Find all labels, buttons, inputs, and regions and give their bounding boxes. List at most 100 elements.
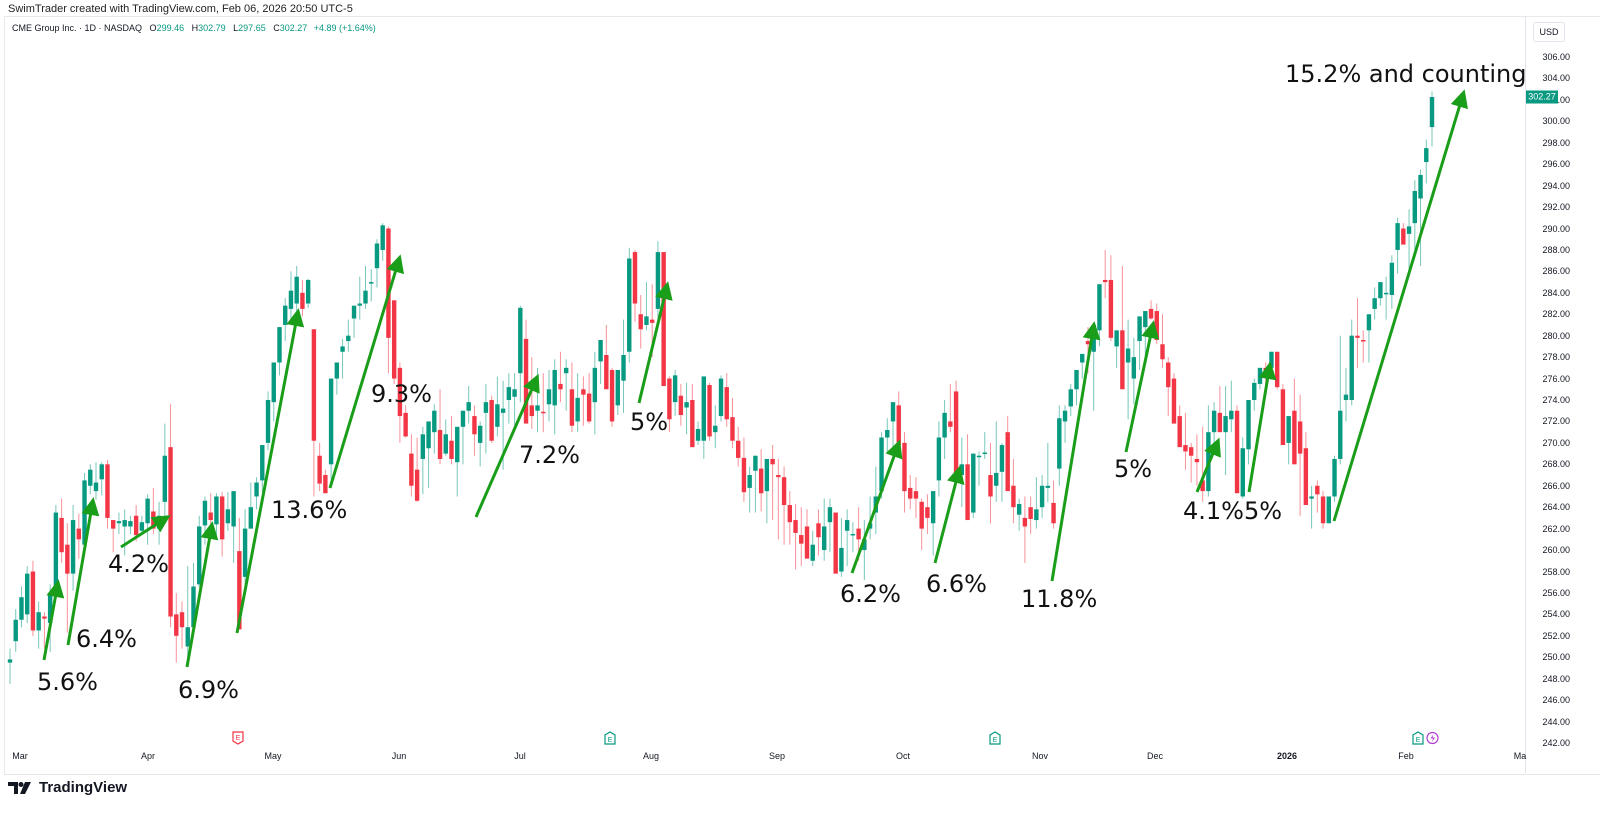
candle: [294, 266, 299, 320]
candle: [839, 517, 844, 577]
candle: [13, 609, 18, 652]
candle: [1343, 367, 1349, 422]
candle: [432, 404, 437, 454]
candle: [1406, 209, 1412, 272]
gain-annotation: 13.6%: [271, 496, 348, 524]
candlestick-plot[interactable]: [0, 0, 1525, 773]
candle: [701, 376, 706, 459]
candle: [254, 477, 259, 510]
candle: [489, 395, 494, 443]
earnings-icon[interactable]: E: [232, 731, 244, 745]
candle: [770, 445, 775, 521]
time-tick: Apr: [140, 751, 156, 761]
candle: [1303, 432, 1309, 506]
candle: [1068, 383, 1073, 417]
candle: [930, 491, 936, 556]
candle: [1383, 276, 1389, 320]
time-tick: Sep: [768, 751, 786, 761]
change-value: +4.89 (+1.64%): [313, 23, 376, 33]
candle: [902, 432, 907, 513]
candle: [678, 383, 684, 426]
candle: [638, 294, 643, 349]
candle: [1355, 298, 1360, 368]
gain-annotation: 6.2%: [840, 580, 901, 608]
candle: [346, 319, 351, 352]
candle: [271, 362, 276, 422]
candle: [816, 509, 821, 556]
candle: [1097, 284, 1102, 347]
price-tick: 244.00: [1542, 716, 1570, 727]
candle: [627, 247, 632, 363]
tradingview-logo[interactable]: TradingView: [8, 779, 127, 796]
candle: [300, 279, 305, 317]
candle: [581, 376, 586, 426]
price-tick: 246.00: [1542, 695, 1570, 706]
candle: [1160, 314, 1165, 368]
candle: [862, 520, 867, 581]
candle: [632, 249, 638, 322]
candle: [466, 386, 471, 424]
candle: [1022, 496, 1028, 563]
candle: [609, 367, 615, 427]
candle: [1154, 303, 1159, 345]
price-tick: 278.00: [1542, 352, 1570, 363]
gain-annotation: 15.2% and counting: [1285, 60, 1527, 88]
candle: [1366, 314, 1372, 363]
candle: [93, 462, 99, 500]
candle: [890, 402, 896, 456]
candle: [1429, 91, 1435, 147]
candle: [328, 378, 334, 486]
trend-arrow: [66, 497, 100, 646]
price-tick: 248.00: [1542, 673, 1570, 684]
candle: [598, 339, 603, 384]
candle: [1200, 426, 1205, 502]
candle: [1074, 369, 1079, 406]
candle: [363, 266, 368, 309]
price-axis[interactable]: [1525, 16, 1526, 773]
gain-annotation: 4.2%: [108, 550, 169, 578]
candle: [707, 382, 712, 441]
candle: [311, 329, 317, 497]
candle: [621, 319, 626, 413]
high-label: H: [191, 23, 199, 33]
trend-arrow: [1195, 437, 1221, 493]
candle: [615, 369, 620, 416]
candle: [1206, 405, 1211, 497]
candle: [1080, 353, 1085, 379]
candle: [25, 566, 30, 623]
candle: [758, 449, 764, 512]
candle: [99, 462, 104, 496]
candle: [661, 252, 666, 387]
trend-arrow: [328, 254, 405, 489]
candle: [174, 592, 179, 663]
price-tick: 304.00: [1542, 73, 1570, 84]
earnings-icon[interactable]: E: [989, 731, 1001, 745]
candle: [1252, 378, 1257, 411]
candle: [558, 351, 563, 403]
candle: [684, 382, 689, 435]
currency-button[interactable]: USD: [1533, 22, 1565, 42]
candle: [340, 338, 345, 379]
dividend-icon[interactable]: [1426, 731, 1439, 745]
candle: [776, 458, 781, 540]
candle: [409, 434, 414, 497]
candle: [237, 517, 242, 630]
candle: [1401, 223, 1406, 245]
price-tick: 296.00: [1542, 159, 1570, 170]
candle: [128, 515, 133, 534]
candle: [919, 498, 924, 551]
symbol-title[interactable]: CME Group Inc. · 1D · NASDAQ: [12, 23, 143, 33]
candle: [351, 305, 357, 338]
earnings-icon[interactable]: E: [604, 731, 616, 745]
candle: [535, 367, 540, 433]
candle: [512, 373, 517, 431]
candle: [265, 391, 271, 451]
price-tick: 284.00: [1542, 287, 1570, 298]
earnings-icon[interactable]: E: [1412, 731, 1424, 745]
candle: [323, 469, 328, 494]
gain-annotation: 11.8%: [1021, 585, 1098, 613]
candle: [741, 437, 747, 502]
candle: [781, 466, 787, 545]
candle: [1412, 180, 1417, 250]
symbol-legend: CME Group Inc. · 1D · NASDAQ O299.46 H30…: [12, 23, 376, 33]
